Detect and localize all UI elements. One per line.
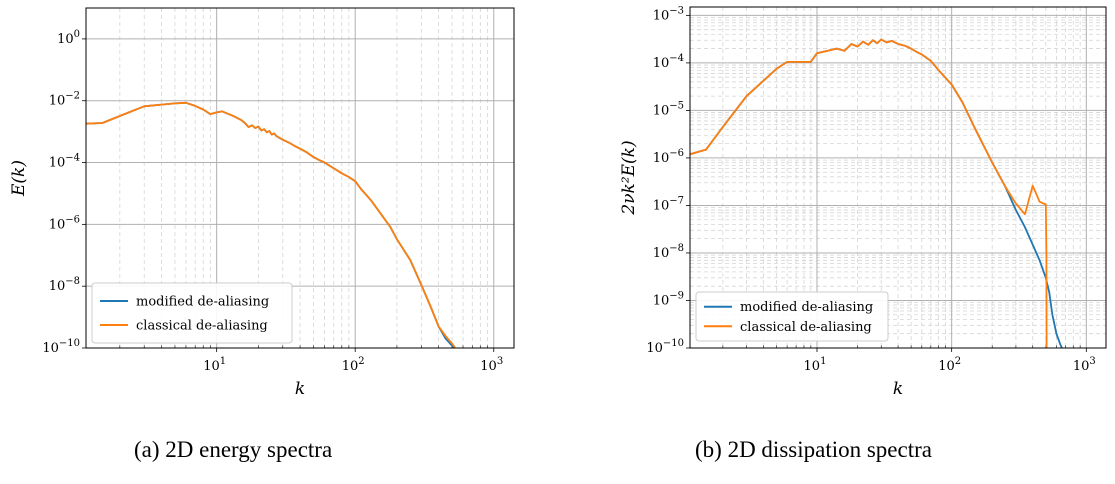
y-tick-label: 10−8	[653, 243, 684, 261]
y-tick-label: 10−4	[653, 53, 684, 71]
x-axis-label: k	[893, 379, 903, 399]
legend-box	[91, 282, 293, 344]
x-tick-label: 102	[938, 356, 961, 374]
y-axis-label: E(k)	[9, 160, 29, 197]
caption-a: (a) 2D energy spectra	[134, 437, 333, 462]
y-tick-label: 10−6	[49, 214, 80, 232]
x-tick-label: 101	[804, 356, 827, 374]
y-tick-label: 10−4	[49, 153, 80, 171]
legend-entry: classical de-aliasing	[740, 320, 872, 335]
y-tick-label: 10−2	[49, 91, 80, 109]
y-tick-label: 10−7	[653, 195, 684, 213]
y-tick-label: 10−6	[653, 148, 684, 166]
y-tick-label: 10−8	[49, 276, 80, 294]
y-tick-label: 100	[57, 29, 80, 47]
plot-panel-2: 101 102 103 10−10 10−9 10−8 10−7 10−6 10−5 10−4 10…	[619, 5, 1107, 399]
legend-entry: modified de-aliasing	[136, 295, 269, 310]
axes-frame	[85, 7, 515, 349]
y-tick-label: 10−3	[653, 5, 684, 23]
legend-entry: modified de-aliasing	[740, 300, 873, 315]
series-line-classical	[690, 38, 1048, 348]
legend: modified de-aliasing classical de-aliasin…	[91, 282, 293, 344]
y-tick-label: 10−10	[646, 338, 684, 356]
plot-panel-1: 101 102 103 10−10 10−8 10−6 10−4 10−2 100 k E(k) mo…	[9, 7, 515, 399]
legend-entry: classical de-aliasing	[136, 319, 268, 334]
x-tick-label: 101	[203, 356, 226, 374]
series-line-classical	[86, 101, 456, 348]
x-tick-label: 102	[342, 356, 365, 374]
caption-b: (b) 2D dissipation spectra	[695, 437, 932, 462]
legend-box	[695, 291, 889, 342]
y-tick-label: 10−5	[653, 100, 684, 118]
x-tick-label: 103	[480, 356, 503, 374]
y-axis-label: 2νk²E(k)	[619, 140, 639, 215]
axes-frame	[689, 6, 1107, 349]
legend: modified de-aliasing classical de-aliasin…	[695, 291, 889, 342]
x-tick-label: 103	[1073, 356, 1096, 374]
y-tick-label: 10−9	[653, 290, 684, 308]
y-tick-label: 10−10	[42, 338, 80, 356]
x-axis-label: k	[295, 379, 305, 399]
